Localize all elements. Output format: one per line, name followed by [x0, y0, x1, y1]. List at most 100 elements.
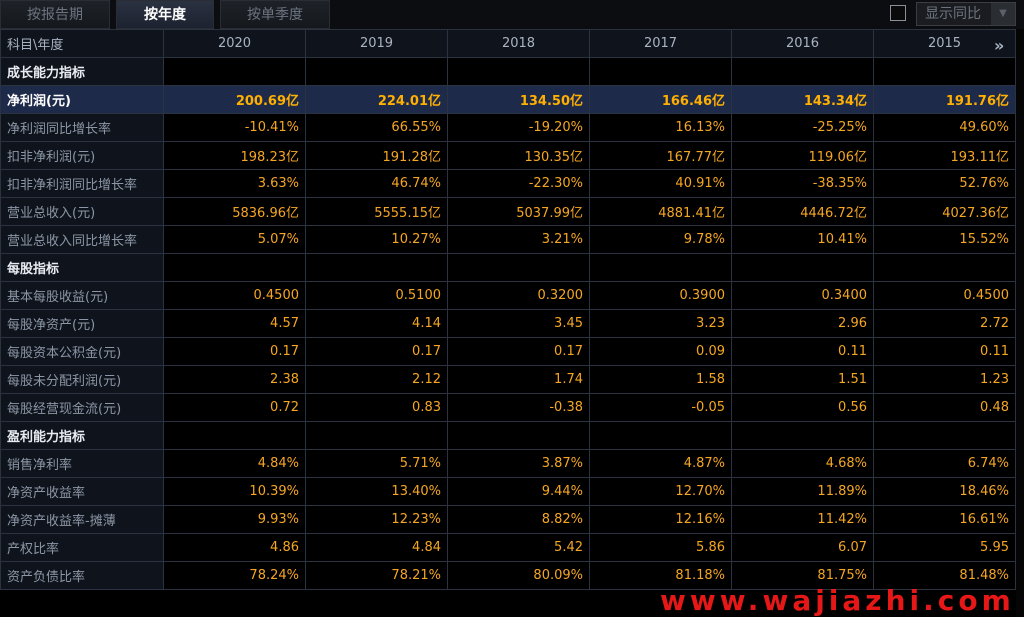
row-label: 每股未分配利润(元) [0, 365, 164, 394]
tab-by-report-period[interactable]: 按报告期 [0, 0, 110, 29]
cell-value: 0.11 [731, 337, 874, 366]
row-label: 营业总收入(元) [0, 197, 164, 226]
cell-value: 81.18% [589, 561, 732, 590]
tab-by-quarter[interactable]: 按单季度 [220, 0, 330, 29]
table-row[interactable]: 产权比率 4.86 4.84 5.42 5.86 6.07 5.95 [0, 533, 1016, 562]
cell-value: 3.23 [589, 309, 732, 338]
row-label: 产权比率 [0, 533, 164, 562]
cell-value: 10.39% [163, 477, 306, 506]
show-yoy-checkbox[interactable] [890, 5, 906, 21]
cell-value: 5.42 [447, 533, 590, 562]
cell-value: 12.23% [305, 505, 448, 534]
cell-value: 143.34亿 [731, 85, 874, 114]
year-header[interactable]: 2017 [589, 29, 732, 58]
tab-by-year[interactable]: 按年度 [116, 0, 214, 29]
cell-value: 0.17 [163, 337, 306, 366]
table-row[interactable]: 扣非净利润同比增长率 3.63% 46.74% -22.30% 40.91% -38.35… [0, 169, 1016, 198]
cell-value: 200.69亿 [163, 85, 306, 114]
cell-value: 46.74% [305, 169, 448, 198]
cell-value: 0.48 [873, 393, 1016, 422]
cell-value: 167.77亿 [589, 141, 732, 170]
cell-value: 5836.96亿 [163, 197, 306, 226]
cell-value: 0.3400 [731, 281, 874, 310]
cell-value: 10.27% [305, 225, 448, 254]
cell-value: 4.84 [305, 533, 448, 562]
cell-value: 224.01亿 [305, 85, 448, 114]
table-row[interactable]: 每股经营现金流(元) 0.72 0.83 -0.38 -0.05 0.56 0.48 [0, 393, 1016, 422]
chevron-down-icon[interactable]: ▼ [991, 3, 1015, 25]
row-label: 净资产收益率-摊薄 [0, 505, 164, 534]
cell-value [589, 57, 732, 86]
year-header[interactable]: 2018 [447, 29, 590, 58]
row-label: 营业总收入同比增长率 [0, 225, 164, 254]
cell-value: 0.11 [873, 337, 1016, 366]
cell-value: 0.72 [163, 393, 306, 422]
cell-value [305, 57, 448, 86]
table-row[interactable]: 销售净利率 4.84% 5.71% 3.87% 4.87% 4.68% 6.74% [0, 449, 1016, 478]
cell-value: 5.86 [589, 533, 732, 562]
cell-value: 4446.72亿 [731, 197, 874, 226]
cell-value: 0.5100 [305, 281, 448, 310]
table-row[interactable]: 每股资本公积金(元) 0.17 0.17 0.17 0.09 0.11 0.11 [0, 337, 1016, 366]
cell-value: 2.38 [163, 365, 306, 394]
cell-value: 6.74% [873, 449, 1016, 478]
cell-value: 80.09% [447, 561, 590, 590]
table-row[interactable]: 基本每股收益(元) 0.4500 0.5100 0.3200 0.3900 0.3400 0… [0, 281, 1016, 310]
cell-value: 0.83 [305, 393, 448, 422]
year-header[interactable]: 2019 [305, 29, 448, 58]
table-row[interactable]: 净资产收益率-摊薄 9.93% 12.23% 8.82% 12.16% 11.42% 16.… [0, 505, 1016, 534]
table-row[interactable]: 营业总收入同比增长率 5.07% 10.27% 3.21% 9.78% 10.41% 15.… [0, 225, 1016, 254]
double-chevron-right-icon[interactable]: » [994, 36, 1005, 55]
cell-value: 11.42% [731, 505, 874, 534]
cell-value: 0.4500 [873, 281, 1016, 310]
cell-value: 3.45 [447, 309, 590, 338]
cell-value: 0.09 [589, 337, 732, 366]
cell-value: 3.87% [447, 449, 590, 478]
cell-value: 9.93% [163, 505, 306, 534]
cell-value: 4.87% [589, 449, 732, 478]
cell-value: 66.55% [305, 113, 448, 142]
table-row[interactable]: 每股净资产(元) 4.57 4.14 3.45 3.23 2.96 2.72 [0, 309, 1016, 338]
cell-value: 11.89% [731, 477, 874, 506]
cell-value: 4.84% [163, 449, 306, 478]
cell-value: 0.17 [305, 337, 448, 366]
cell-value [731, 57, 874, 86]
year-header[interactable]: 2016 [731, 29, 874, 58]
scrollbar[interactable] [1016, 29, 1024, 617]
cell-value: 16.61% [873, 505, 1016, 534]
table-row[interactable]: 资产负债比率 78.24% 78.21% 80.09% 81.18% 81.75% 81.4… [0, 561, 1016, 590]
cell-value [163, 421, 306, 450]
tab-bar: 按报告期 按年度 按单季度 显示同比 ▼ [0, 0, 1024, 29]
cell-value [873, 421, 1016, 450]
cell-value: 1.23 [873, 365, 1016, 394]
cell-value: -0.38 [447, 393, 590, 422]
cell-value: 3.21% [447, 225, 590, 254]
cell-value: 1.74 [447, 365, 590, 394]
cell-value: 49.60% [873, 113, 1016, 142]
cell-value [731, 253, 874, 282]
cell-value [589, 421, 732, 450]
table-row[interactable]: 净资产收益率 10.39% 13.40% 9.44% 12.70% 11.89% 18.46… [0, 477, 1016, 506]
cell-value: 13.40% [305, 477, 448, 506]
row-label: 资产负债比率 [0, 561, 164, 590]
table-row[interactable]: 净利润(元) 200.69亿 224.01亿 134.50亿 166.46亿 143.34… [0, 85, 1016, 114]
cell-value: 0.3200 [447, 281, 590, 310]
cell-value [305, 421, 448, 450]
row-label: 净利润(元) [0, 85, 164, 114]
show-yoy-dropdown[interactable]: 显示同比 ▼ [916, 2, 1016, 26]
year-header[interactable]: 2015 [873, 29, 1016, 58]
table-row[interactable]: 扣非净利润(元) 198.23亿 191.28亿 130.35亿 167.77亿 119.… [0, 141, 1016, 170]
year-header[interactable]: 2020 [163, 29, 306, 58]
cell-value: 2.72 [873, 309, 1016, 338]
cell-value [873, 57, 1016, 86]
cell-value: -38.35% [731, 169, 874, 198]
cell-value: 134.50亿 [447, 85, 590, 114]
cell-value: 78.24% [163, 561, 306, 590]
cell-value: 5037.99亿 [447, 197, 590, 226]
table-row[interactable]: 营业总收入(元) 5836.96亿 5555.15亿 5037.99亿 4881.41亿… [0, 197, 1016, 226]
table-row[interactable]: 净利润同比增长率 -10.41% 66.55% -19.20% 16.13% -25.25… [0, 113, 1016, 142]
cell-value [163, 253, 306, 282]
cell-value: -10.41% [163, 113, 306, 142]
table-row[interactable]: 每股未分配利润(元) 2.38 2.12 1.74 1.58 1.51 1.23 [0, 365, 1016, 394]
section-header-row: 成长能力指标 [0, 57, 1016, 86]
